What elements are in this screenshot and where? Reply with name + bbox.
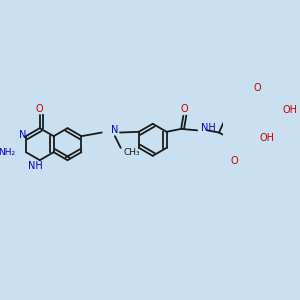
- Text: CH₃: CH₃: [124, 148, 140, 158]
- Text: NH: NH: [28, 161, 43, 171]
- Text: O: O: [36, 104, 44, 114]
- Text: NH₂: NH₂: [0, 148, 16, 157]
- Text: NH: NH: [201, 123, 216, 133]
- Text: O: O: [230, 156, 238, 166]
- Text: N: N: [19, 130, 27, 140]
- Text: O: O: [180, 104, 188, 114]
- Text: OH: OH: [282, 105, 297, 115]
- Text: O: O: [254, 83, 261, 93]
- Text: OH: OH: [259, 133, 274, 142]
- Text: N: N: [111, 124, 118, 135]
